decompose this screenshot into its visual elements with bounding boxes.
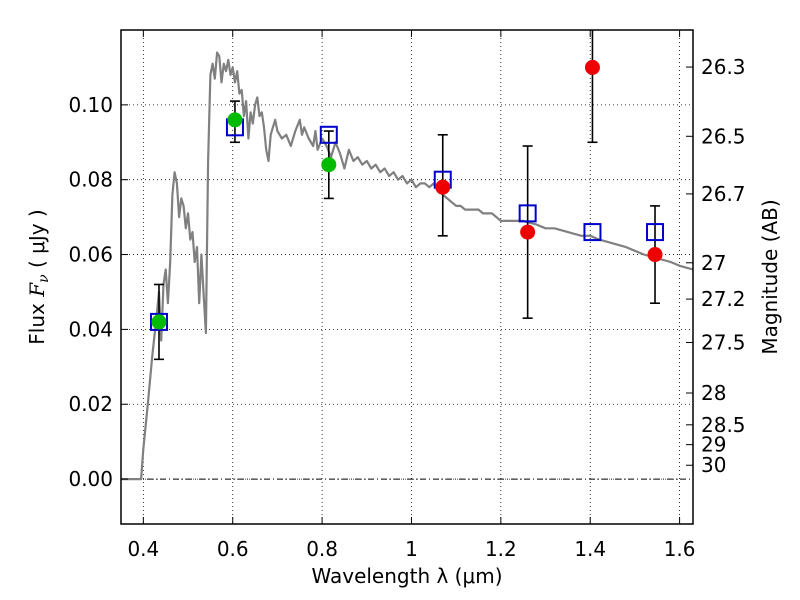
y-tick-label: 0.06	[68, 243, 113, 267]
grid	[121, 30, 693, 524]
x-tick-label: 1.4	[574, 537, 606, 561]
right-tick-label: 29	[701, 433, 726, 457]
y-tick-label: 0.08	[68, 168, 113, 192]
y-tick-label: 0.10	[68, 93, 113, 117]
model-point-square	[149, 312, 168, 331]
red-data-point	[520, 224, 536, 240]
x-tick-label: 0.6	[217, 537, 249, 561]
right-tick-label: 27.2	[701, 287, 746, 311]
right-tick-label: 26.3	[701, 55, 746, 79]
sed-curve	[121, 51, 693, 481]
green-data-point	[321, 157, 337, 173]
x-axis-label: Wavelength λ (μm)	[311, 564, 502, 588]
x-tick-label: 0.4	[127, 537, 159, 561]
green-data-point	[227, 112, 243, 128]
right-tick-label: 30	[701, 453, 726, 477]
red-data-point	[435, 179, 451, 195]
x-tick-label: 1	[405, 537, 418, 561]
right-tick-label: 27.5	[701, 330, 746, 354]
model-point-square	[518, 204, 537, 223]
y-axis-label: Flux Fν ( μJy )	[25, 209, 52, 344]
green-data-point	[151, 314, 167, 330]
plot-frame	[120, 29, 694, 525]
sed-curve-group	[121, 51, 693, 481]
model-point-square	[583, 223, 602, 242]
right-tick-label: 26.7	[701, 182, 746, 206]
y-tick-label: 0.02	[68, 392, 113, 416]
red-data-point	[647, 247, 663, 263]
y-tick-label: 0.00	[68, 467, 113, 491]
model-point-square	[319, 125, 338, 144]
right-tick-label: 26.5	[701, 124, 746, 148]
x-tick-label: 1.2	[485, 537, 517, 561]
y-tick-label: 0.04	[68, 317, 113, 341]
red-data-point	[584, 59, 600, 75]
axis-ticks: 0.4 0.6 0.8 1 1.2 1.4 1.6 0.00 0.02 0.04 0.06 0.08 0…	[68, 30, 746, 561]
x-tick-label: 0.8	[306, 537, 338, 561]
right-tick-label: 27	[701, 251, 726, 275]
right-tick-label: 28.5	[701, 413, 746, 437]
right-axis-label: Magnitude (AB)	[758, 199, 782, 354]
x-tick-label: 1.6	[664, 537, 696, 561]
marker-group	[149, 59, 665, 331]
model-point-square	[646, 223, 665, 242]
right-tick-label: 28	[701, 381, 726, 405]
